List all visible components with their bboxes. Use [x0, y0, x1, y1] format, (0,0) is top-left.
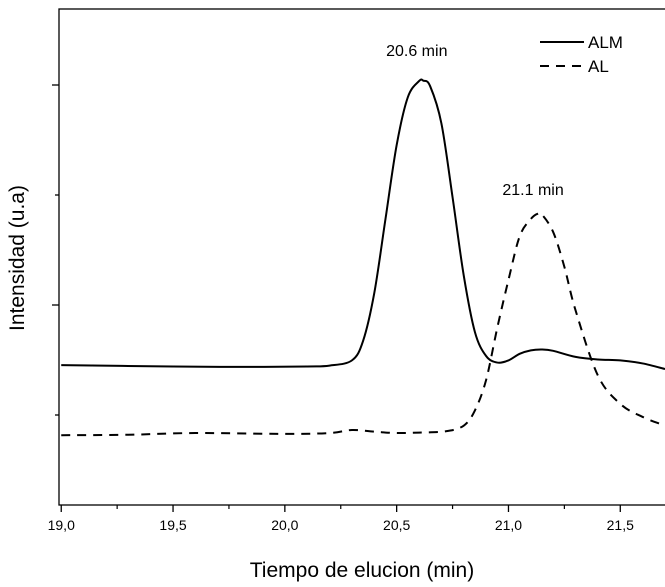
peak-annotation: 21.1 min [502, 182, 563, 199]
y-axis-label: Intensidad (u.a) [6, 185, 29, 331]
x-tick-labels: 19,0 19,5 20,0 20,5 21,0 21,5 [48, 517, 635, 533]
series-line-al [61, 211, 665, 437]
annotations: 20.6 min 21.1 min [386, 43, 564, 199]
x-tick-label: 21,5 [607, 517, 634, 533]
x-axis-label: Tiempo de elucion (min) [250, 559, 474, 582]
x-ticks [60, 505, 621, 512]
peak-annotation: 20.6 min [386, 43, 447, 60]
series-line-alm [61, 78, 665, 371]
legend-label-alm: ALM [588, 33, 623, 52]
legend: ALM AL [540, 33, 623, 76]
x-tick-label: 21,0 [495, 517, 522, 533]
x-tick-label: 20,0 [271, 517, 298, 533]
series-layer [61, 78, 665, 437]
x-tick-label: 19,0 [48, 517, 75, 533]
y-ticks [52, 84, 59, 416]
x-tick-label: 19,5 [159, 517, 186, 533]
x-tick-label: 20,5 [383, 517, 410, 533]
legend-label-al: AL [588, 57, 609, 76]
plot-frame [58, 8, 665, 506]
